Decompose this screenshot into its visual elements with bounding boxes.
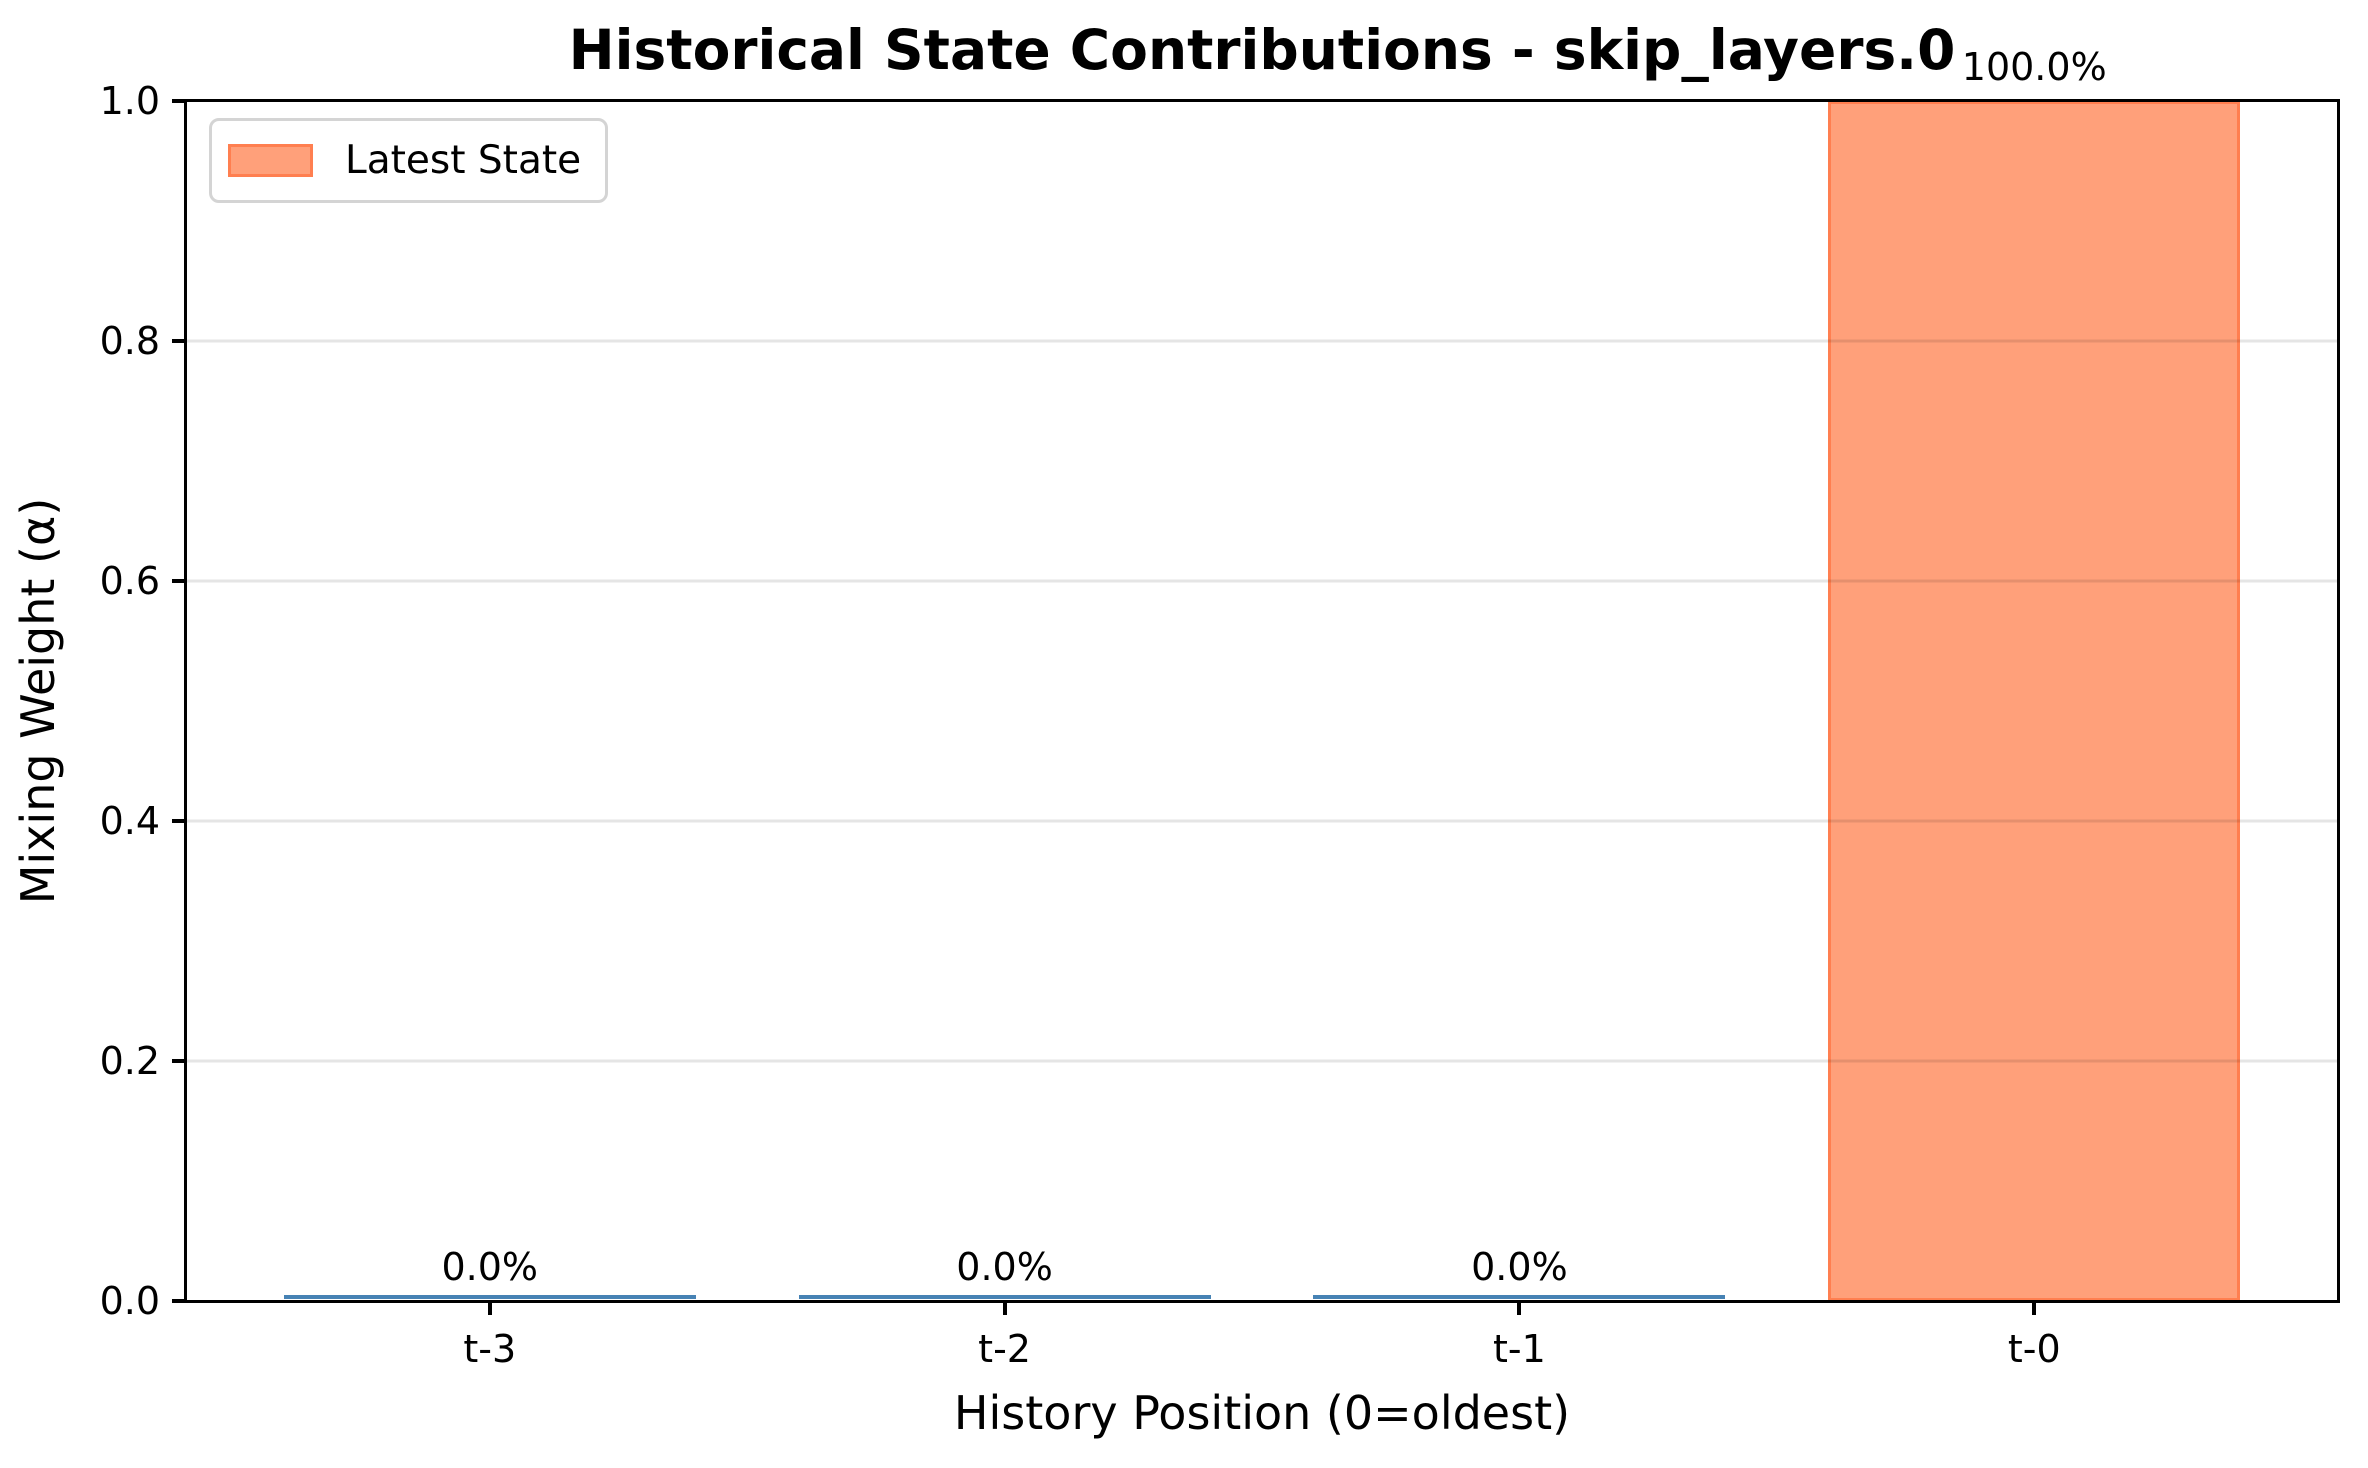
bar-t-2 [798, 1295, 1211, 1299]
x-tick-mark-t-0 [2032, 1301, 2037, 1315]
legend-label: Latest State [345, 138, 582, 183]
chart-title: Historical State Contributions - skip_la… [568, 18, 1956, 82]
bar-value-label-t-2: 0.0% [956, 1245, 1053, 1289]
y-tick-label-0.4: 0.4 [99, 799, 160, 843]
y-tick-mark-0.2 [172, 1059, 186, 1063]
x-tick-label-t-0: t-0 [2007, 1327, 2061, 1371]
gridline-y-0.6 [186, 579, 2338, 583]
x-tick-mark-t-3 [487, 1301, 492, 1315]
bar-value-label-t-1: 0.0% [1471, 1245, 1568, 1289]
y-tick-mark-0.4 [172, 819, 186, 823]
bar-value-label-t-0: 100.0% [1961, 45, 2107, 89]
y-tick-mark-0.6 [172, 579, 186, 583]
x-tick-label-t-2: t-2 [978, 1327, 1031, 1371]
x-axis-label: History Position (0=oldest) [953, 1386, 1571, 1440]
gridline-y-0.4 [186, 819, 2338, 823]
y-tick-mark-1.0 [172, 99, 186, 103]
y-tick-label-0.6: 0.6 [99, 559, 160, 603]
x-tick-label-t-1: t-1 [1493, 1327, 1546, 1371]
plot-area: Latest State 0.0 0.2 0.4 0.6 0.8 1.0 t-3 0.0% t-… [100, 45, 2340, 1371]
x-tick-mark-t-1 [1517, 1301, 1522, 1315]
bar-t-1 [1313, 1295, 1726, 1299]
y-tick-label-0.2: 0.2 [99, 1039, 160, 1083]
x-tick-label-t-3: t-3 [463, 1327, 517, 1371]
y-tick-label-0.8: 0.8 [99, 319, 160, 363]
y-tick-label-0.0: 0.0 [99, 1279, 160, 1323]
y-axis-label: Mixing Weight (α) [11, 497, 65, 905]
legend: Latest State [209, 118, 609, 203]
gridline-y-0.2 [186, 1059, 2338, 1063]
y-tick-label-1.0: 1.0 [99, 79, 160, 123]
bar-value-label-t-3: 0.0% [441, 1245, 539, 1289]
bar-t-0 [1828, 101, 2241, 1301]
y-tick-mark-0.8 [172, 339, 186, 343]
legend-swatch-latest-state [228, 144, 313, 177]
gridline-y-0.8 [186, 339, 2338, 343]
x-tick-mark-t-2 [1002, 1301, 1007, 1315]
bar-t-3 [283, 1295, 696, 1299]
y-tick-mark-0.0 [172, 1299, 186, 1303]
